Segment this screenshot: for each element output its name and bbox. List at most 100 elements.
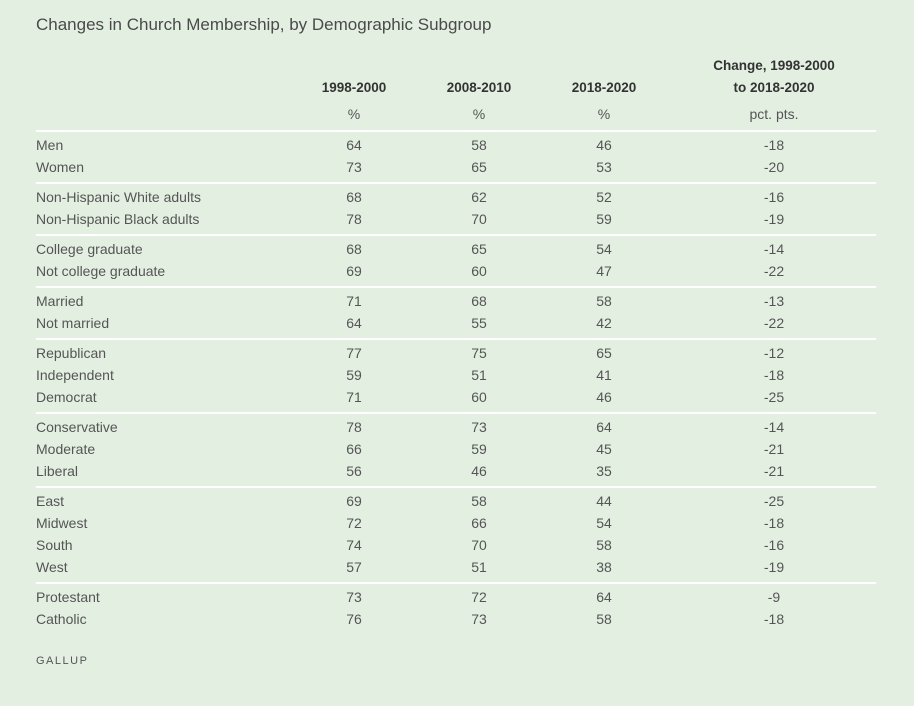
row-label: East: [36, 493, 65, 509]
value-cell: 56: [346, 463, 362, 479]
value-cell: 58: [596, 537, 612, 553]
change-cell: -21: [763, 463, 785, 479]
table-row: Midwest 72 66 54 -18: [36, 512, 876, 534]
change-cell: -25: [763, 389, 785, 405]
value-cell: 59: [596, 211, 612, 227]
table-row: Men 64 58 46 -18: [36, 134, 876, 156]
table-row: Conservative 78 73 64 -14: [36, 416, 876, 438]
table-row: Protestant 73 72 64 -9: [36, 586, 876, 608]
change-cell: -20: [763, 159, 785, 175]
row-label: Midwest: [36, 515, 88, 531]
row-label: South: [36, 537, 73, 553]
chart-title: Changes in Church Membership, by Demogra…: [36, 15, 492, 34]
value-cell: 51: [471, 367, 487, 383]
value-cell: 58: [596, 611, 612, 627]
value-cell: 46: [596, 389, 612, 405]
value-cell: 58: [471, 493, 487, 509]
row-group: Conservative 78 73 64 -14 Moderate 66 59 45 -21 Li…: [36, 414, 876, 488]
value-cell: 64: [596, 589, 612, 605]
column-header-change-line2: to 2018-2020: [733, 80, 815, 95]
table-row: South 74 70 58 -16: [36, 534, 876, 556]
value-cell: 76: [346, 611, 362, 627]
table-row: Not married 64 55 42 -22: [36, 312, 876, 334]
value-cell: 35: [596, 463, 612, 479]
value-cell: 51: [471, 559, 487, 575]
change-cell: -14: [763, 241, 785, 257]
row-group: Republican 77 75 65 -12 Independent 59 51 41 -18 D…: [36, 340, 876, 414]
change-cell: -9: [767, 589, 781, 605]
gallup-logo: GALLUP: [36, 655, 89, 667]
value-cell: 68: [471, 293, 487, 309]
column-header-2008-2010: 2008-2010: [446, 80, 512, 95]
value-cell: 64: [596, 419, 612, 435]
value-cell: 59: [471, 441, 487, 457]
row-group: Married 71 68 58 -13 Not married 64 55 42 -22: [36, 288, 876, 340]
change-cell: -19: [763, 211, 785, 227]
row-label: Not married: [36, 315, 110, 331]
table-row: West 57 51 38 -19: [36, 556, 876, 578]
value-cell: 78: [346, 211, 362, 227]
row-label: Not college graduate: [36, 263, 166, 279]
value-cell: 78: [346, 419, 362, 435]
table-row: Married 71 68 58 -13: [36, 290, 876, 312]
value-cell: 68: [346, 241, 362, 257]
value-cell: 71: [346, 389, 362, 405]
value-cell: 66: [471, 515, 487, 531]
value-cell: 57: [346, 559, 362, 575]
value-cell: 58: [471, 137, 487, 153]
value-cell: 58: [596, 293, 612, 309]
value-cell: 66: [346, 441, 362, 457]
value-cell: 65: [471, 241, 487, 257]
table-row: Democrat 71 60 46 -25: [36, 386, 876, 408]
row-label: West: [36, 559, 68, 575]
change-cell: -16: [763, 537, 785, 553]
value-cell: 44: [596, 493, 612, 509]
row-group: Men 64 58 46 -18 Women 73 65 53 -20: [36, 132, 876, 184]
table-row: College graduate 68 65 54 -14: [36, 238, 876, 260]
row-label: Men: [36, 137, 64, 153]
table-header: 1998-2000 2008-2010 2018-2020 Change, 19…: [36, 50, 876, 132]
value-cell: 52: [596, 189, 612, 205]
table-row: Not college graduate 69 60 47 -22: [36, 260, 876, 282]
row-label: Protestant: [36, 589, 100, 605]
value-cell: 73: [346, 159, 362, 175]
table-row: Women 73 65 53 -20: [36, 156, 876, 178]
row-label: Married: [36, 293, 84, 309]
row-label: College graduate: [36, 241, 143, 257]
row-label: Moderate: [36, 441, 96, 457]
unit-label: %: [597, 106, 611, 122]
value-cell: 62: [471, 189, 487, 205]
table-row: Moderate 66 59 45 -21: [36, 438, 876, 460]
row-label: Independent: [36, 367, 114, 383]
change-cell: -25: [763, 493, 785, 509]
value-cell: 42: [596, 315, 612, 331]
change-cell: -13: [763, 293, 785, 309]
value-cell: 45: [596, 441, 612, 457]
change-cell: -16: [763, 189, 785, 205]
value-cell: 41: [596, 367, 612, 383]
column-header-change-line1: Change, 1998-2000: [713, 58, 835, 73]
value-cell: 75: [471, 345, 487, 361]
unit-label: %: [347, 106, 361, 122]
table-row: Republican 77 75 65 -12: [36, 342, 876, 364]
row-label: Republican: [36, 345, 107, 361]
value-cell: 53: [596, 159, 612, 175]
table-row: Catholic 76 73 58 -18: [36, 608, 876, 630]
table-row: Liberal 56 46 35 -21: [36, 460, 876, 482]
change-cell: -14: [763, 419, 785, 435]
value-cell: 70: [471, 211, 487, 227]
change-cell: -18: [763, 515, 785, 531]
row-group: East 69 58 44 -25 Midwest 72 66 54 -18 South 74 70 58…: [36, 488, 876, 584]
value-cell: 73: [346, 589, 362, 605]
value-cell: 71: [346, 293, 362, 309]
value-cell: 73: [471, 419, 487, 435]
value-cell: 72: [346, 515, 362, 531]
change-cell: -22: [763, 315, 785, 331]
value-cell: 46: [596, 137, 612, 153]
table-row: Independent 59 51 41 -18: [36, 364, 876, 386]
value-cell: 72: [471, 589, 487, 605]
value-cell: 77: [346, 345, 362, 361]
value-cell: 65: [471, 159, 487, 175]
value-cell: 73: [471, 611, 487, 627]
membership-table: 1998-2000 2008-2010 2018-2020 Change, 19…: [36, 50, 876, 634]
